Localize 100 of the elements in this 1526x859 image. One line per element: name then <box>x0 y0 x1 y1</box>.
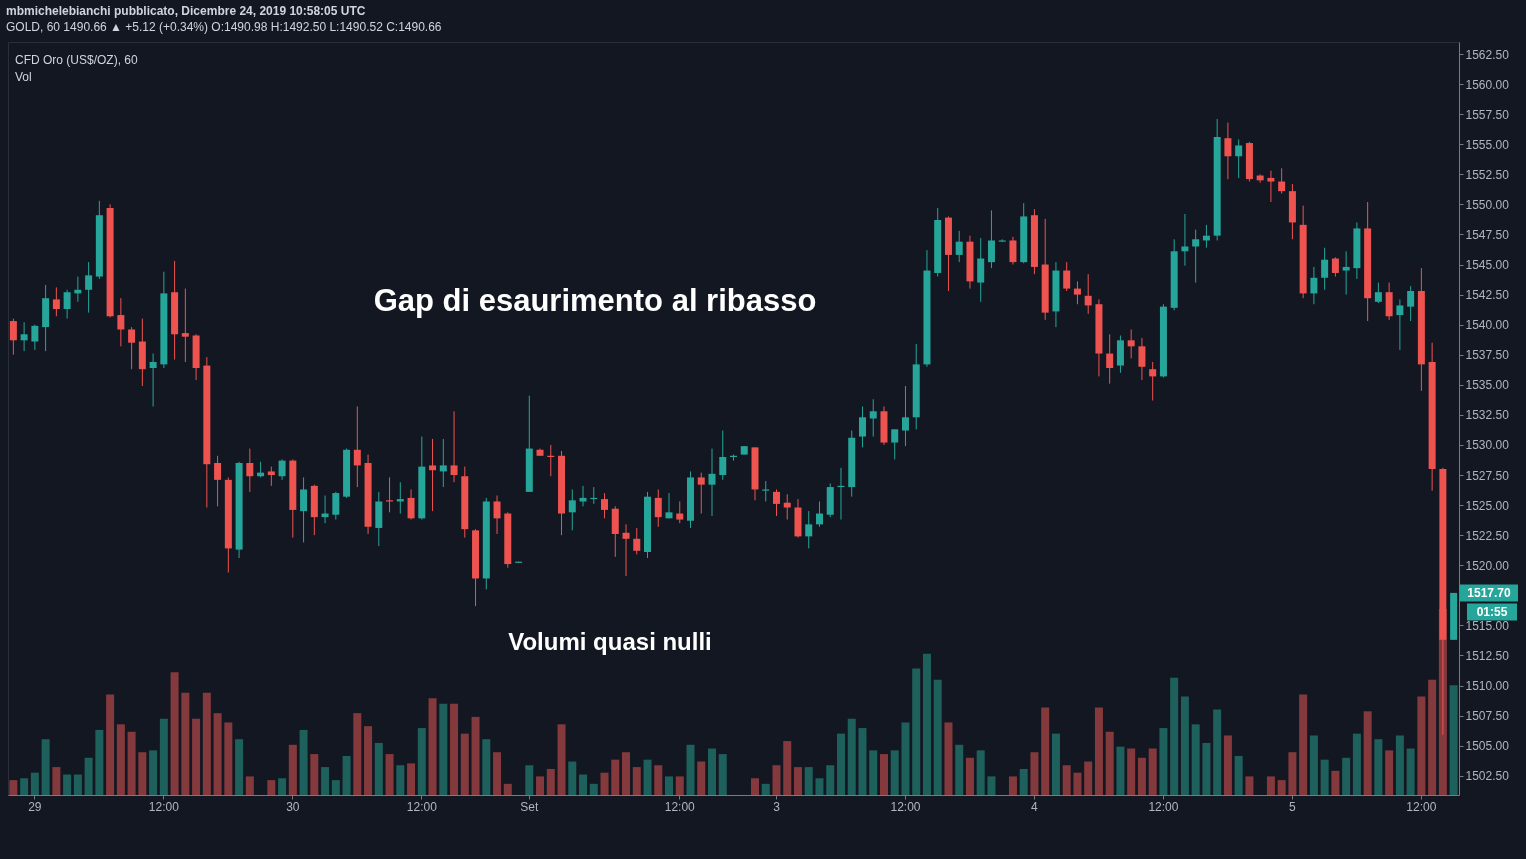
bar <box>213 713 222 795</box>
bar <box>793 767 802 795</box>
bar <box>417 728 426 795</box>
bar <box>1170 677 1179 795</box>
bar <box>364 726 373 795</box>
candlestick <box>805 510 813 549</box>
bar <box>579 774 588 795</box>
bar <box>1395 735 1404 795</box>
y-tick-label: 1555.00 <box>1465 137 1510 152</box>
bar <box>600 772 609 795</box>
text: 01:55 <box>1476 605 1508 619</box>
bar <box>1094 707 1103 795</box>
bar <box>933 679 942 795</box>
bar <box>439 703 448 795</box>
bar <box>1073 772 1082 795</box>
candlestick <box>1138 337 1146 381</box>
candlestick <box>278 458 286 481</box>
bar <box>751 778 759 795</box>
bar <box>1320 759 1329 795</box>
bar <box>708 748 716 795</box>
bar <box>922 653 931 795</box>
bar <box>235 739 244 795</box>
bar <box>73 774 82 795</box>
candlestick <box>762 480 770 502</box>
bar <box>815 778 824 795</box>
y-tick-label: 1532.50 <box>1465 408 1510 423</box>
bar <box>665 776 674 795</box>
bar <box>1202 742 1211 795</box>
bar <box>95 729 104 795</box>
annotation: Gap di esaurimento al ribasso <box>373 283 817 318</box>
bar <box>1342 757 1351 795</box>
annotation: CFD Oro (US$/OZ), 60 <box>15 53 139 67</box>
y-tick-label: 1542.50 <box>1465 288 1510 303</box>
candlestick <box>429 438 437 512</box>
candlestick <box>439 438 447 488</box>
bar <box>557 724 566 795</box>
y-tick-label: 1520.00 <box>1465 558 1510 573</box>
candlestick <box>1342 250 1350 296</box>
candlestick <box>1224 122 1232 180</box>
candlestick <box>353 405 361 488</box>
bar <box>1245 776 1254 795</box>
bar <box>1041 707 1050 795</box>
bar <box>525 765 534 795</box>
bar <box>1288 752 1297 795</box>
bar <box>1030 752 1039 795</box>
candlestick <box>1106 333 1114 385</box>
y-tick-label: 1530.00 <box>1465 438 1510 453</box>
bar <box>1008 776 1017 795</box>
candlestick <box>708 448 716 517</box>
bar <box>299 729 308 795</box>
y-tick-label: 1502.50 <box>1465 769 1510 784</box>
bar <box>288 744 297 795</box>
x-tick-label: 5 <box>1289 799 1297 814</box>
bar <box>450 703 459 795</box>
bar <box>1406 748 1415 795</box>
bar <box>901 722 910 795</box>
bar <box>890 750 899 795</box>
candlestick <box>676 501 684 524</box>
bar <box>1266 776 1275 795</box>
bar <box>589 783 598 795</box>
bar <box>632 767 641 795</box>
candlestick <box>783 493 791 521</box>
candlestick <box>1374 282 1382 304</box>
annotation: Vol <box>15 70 32 84</box>
bar <box>1191 724 1200 795</box>
chart-subtitle: GOLD, 60 1490.66 ▲ +5.12 (+0.34%) O:1490.98 H:1492.50 L:1490.52 C:1490.66 <box>6 20 442 34</box>
candlestick <box>1321 247 1329 291</box>
bar <box>1449 685 1458 795</box>
bar <box>686 744 695 795</box>
bar <box>611 759 620 795</box>
y-tick-label: 1512.50 <box>1465 648 1510 663</box>
candlestick <box>1310 266 1318 305</box>
candlestick <box>955 230 963 263</box>
candlestick <box>128 326 136 370</box>
bar <box>965 757 974 795</box>
bar <box>159 718 168 795</box>
candlestick <box>633 527 641 555</box>
bar <box>1223 735 1232 795</box>
bar <box>976 750 985 795</box>
candlestick <box>52 286 60 317</box>
bar <box>622 752 631 795</box>
y-tick-label: 1515.00 <box>1465 618 1510 633</box>
candlestick <box>1127 328 1135 359</box>
bar <box>1417 696 1426 795</box>
bar <box>912 668 921 795</box>
bar <box>1062 765 1071 795</box>
bar <box>1331 770 1340 795</box>
bar <box>546 768 555 795</box>
bar <box>836 733 845 795</box>
candlestick <box>9 318 17 356</box>
candlestick <box>246 448 254 493</box>
bar <box>181 692 190 795</box>
bar <box>944 722 953 795</box>
y-tick-label: 1510.00 <box>1465 679 1510 694</box>
bar <box>460 733 469 795</box>
candlestick <box>1073 280 1081 305</box>
bar <box>30 772 39 795</box>
candlestick <box>697 472 705 515</box>
candlestick <box>719 430 727 481</box>
bar <box>675 776 684 795</box>
